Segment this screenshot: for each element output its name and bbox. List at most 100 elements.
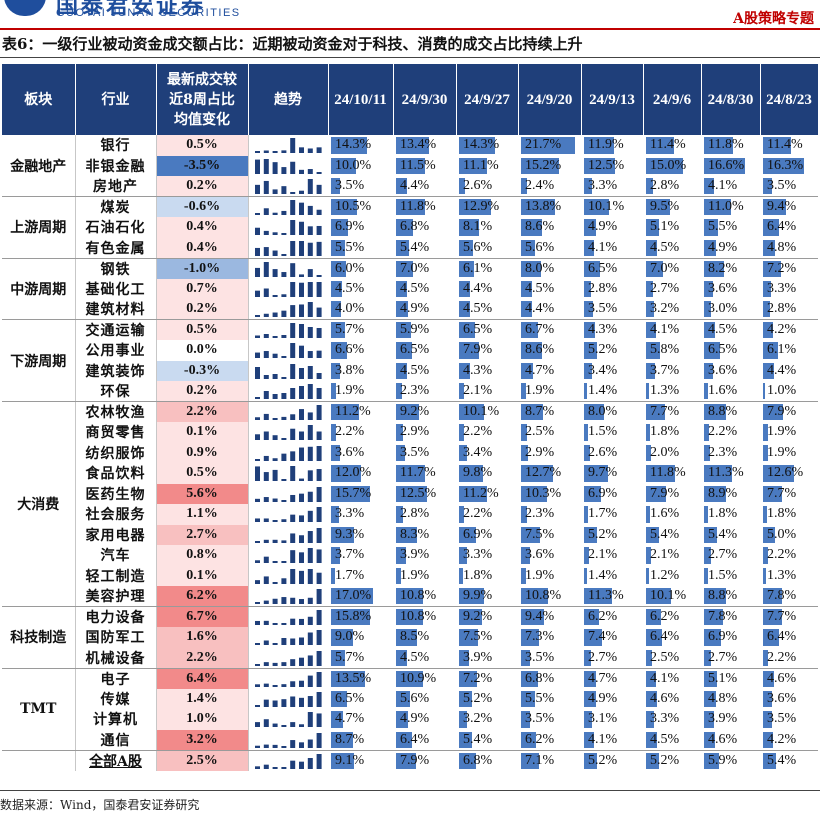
- data-bar: [646, 629, 662, 646]
- share-value: 21.7%: [525, 137, 562, 153]
- data-bar: [521, 239, 535, 256]
- share-value: 3.5%: [767, 711, 797, 727]
- turnover-share-cell: 1.8%: [643, 422, 701, 443]
- sparkline-bar: [298, 273, 304, 277]
- turnover-share-cell: 2.1%: [643, 545, 701, 566]
- data-bar: [459, 322, 476, 338]
- sparkline-bar: [289, 722, 295, 728]
- share-value: 9.8%: [463, 465, 493, 481]
- share-value: 5.7%: [335, 322, 365, 337]
- sparkline-bar: [254, 397, 260, 399]
- turnover-share-cell: 2.8%: [643, 176, 701, 197]
- share-value: 3.6%: [708, 362, 738, 378]
- share-value: 4.6%: [650, 690, 680, 706]
- data-bar: [331, 157, 356, 174]
- turnover-share-cell: 6.8%: [518, 668, 581, 689]
- sparkline-bar: [316, 209, 322, 215]
- sparkline-bar: [280, 597, 286, 604]
- turnover-share-cell: 9.2%: [393, 402, 456, 423]
- trend-sparkline: [254, 343, 322, 359]
- turnover-share-cell: 7.5%: [518, 525, 581, 546]
- trend-sparkline: [254, 445, 322, 461]
- table-row: 上游周期 煤炭 -0.6% 10.5% 11.8% 12.9% 13.8% 10.1% 9.5%…: [2, 196, 818, 259]
- table-row: 医药生物 5.6% 15.7% 12.5% 11.2% 10.3% 6.9% 7.9% 8.9%…: [2, 483, 818, 505]
- data-bar: [521, 199, 556, 215]
- turnover-share-cell: 6.5%: [581, 258, 643, 279]
- turnover-share-cell: 4.5%: [643, 729, 701, 751]
- share-value: 1.8%: [767, 506, 797, 522]
- sparkline-bar: [263, 246, 269, 256]
- data-bar: [646, 567, 649, 584]
- data-bar: [396, 301, 409, 317]
- turnover-share-cell: 4.7%: [518, 361, 581, 382]
- turnover-share-cell: 4.4%: [518, 299, 581, 320]
- data-bar: [704, 485, 727, 502]
- caption-divider: [0, 57, 820, 58]
- industry-name: 美容护理: [75, 586, 156, 607]
- turnover-share-cell: 3.3%: [643, 709, 701, 730]
- data-bar: [584, 485, 602, 502]
- share-value: 16.3%: [767, 157, 804, 173]
- data-bar: [459, 547, 468, 564]
- data-bar: [763, 280, 772, 297]
- share-value: 6.1%: [463, 260, 493, 276]
- trend-cell: [248, 545, 328, 566]
- sparkline-bar: [263, 351, 269, 359]
- turnover-share-cell: 4.1%: [581, 237, 643, 259]
- trend-sparkline: [254, 220, 322, 236]
- turnover-share-cell: 3.5%: [760, 709, 818, 730]
- data-bar: [646, 219, 659, 236]
- turnover-share-cell: 6.8%: [393, 217, 456, 238]
- trend-sparkline: [254, 610, 322, 625]
- share-value: 6.4%: [400, 731, 430, 747]
- turnover-share-cell: 10.5%: [328, 197, 393, 218]
- share-value: 3.2%: [650, 301, 680, 316]
- share-value: 3.5%: [335, 178, 365, 193]
- share-value: 2.8%: [588, 280, 618, 296]
- data-bar: [584, 690, 597, 707]
- data-bar: [584, 260, 601, 277]
- data-bar: [396, 547, 406, 564]
- industry-name: 全部A股: [89, 753, 142, 770]
- share-value: 2.8%: [767, 301, 797, 316]
- sparkline-bar: [307, 470, 313, 482]
- sparkline-bar: [316, 445, 322, 461]
- turnover-share-cell: 11.8%: [393, 197, 456, 218]
- data-bar: [763, 199, 787, 215]
- data-bar: [704, 731, 716, 748]
- sector-name: 金融地产: [2, 135, 76, 197]
- sparkline-bar: [307, 148, 313, 154]
- data-bar: [521, 629, 540, 646]
- share-value: 4.5%: [650, 731, 680, 747]
- trend-cell: [248, 484, 328, 505]
- turnover-share-cell: 9.0%: [328, 627, 393, 648]
- turnover-share-cell: 1.3%: [643, 381, 701, 402]
- share-value: 6.5%: [400, 342, 430, 358]
- turnover-share-cell: 7.9%: [643, 484, 701, 505]
- sparkline-bar: [289, 451, 295, 461]
- sparkline-bar: [298, 515, 304, 523]
- sparkline-bar: [316, 171, 322, 174]
- sparkline-bar: [263, 158, 269, 174]
- share-value: 10.0%: [335, 157, 372, 173]
- data-bar: [396, 424, 404, 441]
- data-bar: [521, 424, 528, 441]
- trend-cell: [248, 237, 328, 259]
- turnover-share-cell: 4.1%: [643, 320, 701, 341]
- share-value: 3.6%: [335, 444, 365, 460]
- sparkline-bar: [316, 630, 322, 646]
- data-bar: [763, 342, 779, 359]
- turnover-share-cell: 3.5%: [518, 647, 581, 669]
- turnover-share-cell: 7.2%: [456, 668, 518, 689]
- change-value: 2.2%: [155, 401, 249, 422]
- share-value: 7.8%: [708, 609, 738, 624]
- share-value: 3.6%: [708, 280, 738, 296]
- share-value: 1.5%: [588, 424, 618, 440]
- sparkline-bar: [307, 739, 313, 748]
- data-bar: [763, 260, 781, 277]
- sparkline-bar: [289, 262, 295, 277]
- data-bar: [331, 342, 348, 359]
- data-bar: [763, 588, 783, 604]
- data-bar: [331, 260, 346, 277]
- share-value: 7.7%: [767, 609, 797, 624]
